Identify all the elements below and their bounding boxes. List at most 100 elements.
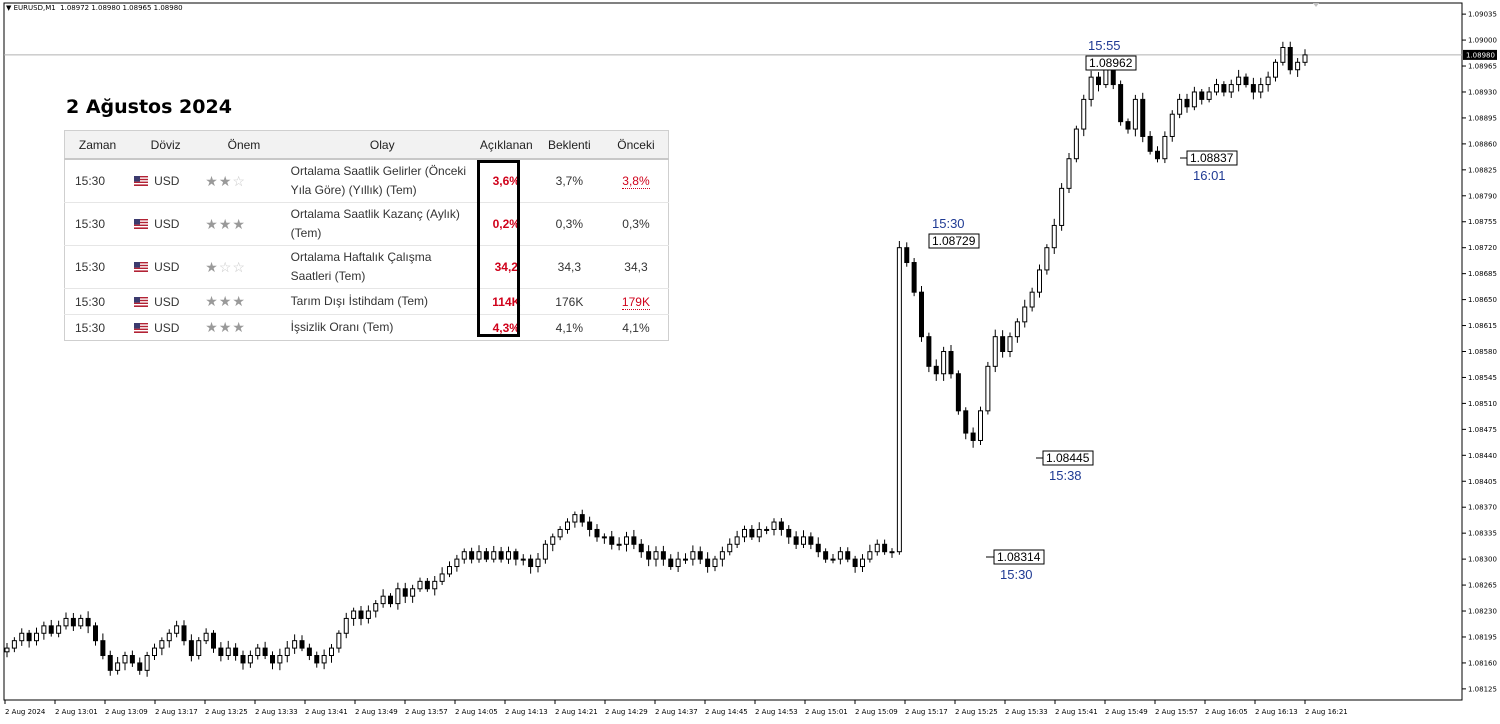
candle-body	[19, 632, 25, 642]
candle-body	[166, 632, 172, 642]
candle-body	[771, 521, 777, 530]
candle-body	[889, 551, 895, 554]
candle-body	[896, 247, 902, 553]
candle-body	[616, 543, 622, 546]
candle-body	[63, 617, 69, 627]
candle-body	[225, 647, 231, 657]
candle-body	[284, 647, 290, 657]
candle	[756, 522, 762, 543]
calendar-row[interactable]: 15:30 USD ★★★ Ortalama Saatlik Kazanç (Aylı…	[64, 202, 669, 246]
calendar-row[interactable]: 15:30 USD ★☆☆ Ortalama Haftalık Çalışma Saa…	[64, 245, 669, 289]
x-tick-label: 2 Aug 13:49	[355, 708, 398, 716]
candle-body	[874, 543, 880, 553]
candle-body	[203, 632, 209, 642]
candle-body	[498, 551, 504, 560]
candle	[1206, 86, 1212, 103]
candle-body	[992, 336, 998, 367]
annotation-price: 1.08314	[997, 550, 1041, 564]
candle	[78, 614, 84, 630]
candle-body	[417, 580, 423, 590]
candle-body	[638, 543, 644, 553]
y-tick-label: 1.09000	[1468, 37, 1497, 45]
candle-body	[1258, 84, 1264, 93]
annotation-price: 1.08445	[1046, 451, 1090, 465]
candle-body	[358, 610, 364, 619]
candle-body	[542, 543, 548, 560]
candle	[225, 640, 231, 660]
candle	[1073, 125, 1079, 163]
candle-body	[970, 432, 976, 441]
candle-body	[1155, 150, 1160, 160]
candle-body	[1273, 61, 1278, 78]
candle	[174, 620, 180, 638]
event-currency: USD	[130, 245, 202, 289]
x-tick-label: 2 Aug 13:17	[155, 708, 198, 716]
event-forecast: 3,7%	[534, 158, 604, 203]
candle	[380, 589, 386, 608]
candle	[144, 651, 150, 677]
calendar-row[interactable]: 15:30 USD ★★☆ Ortalama Saatlik Gelirler (Ön…	[64, 158, 669, 203]
candle-body	[535, 558, 541, 568]
candle-body	[255, 647, 261, 657]
candle-body	[321, 655, 327, 664]
y-tick-label: 1.08615	[1468, 322, 1497, 330]
event-forecast: 4,1%	[534, 314, 604, 341]
candle-body	[1169, 113, 1175, 137]
candle-body	[609, 536, 615, 545]
candle	[402, 582, 408, 604]
candle-body	[1302, 54, 1308, 63]
candle-body	[955, 373, 961, 412]
event-forecast: 176K	[534, 288, 604, 315]
event-currency: USD	[130, 288, 202, 315]
candle-body	[240, 655, 246, 664]
col-importance-header: Önem	[201, 130, 287, 160]
candle-body	[1110, 69, 1116, 86]
candle	[329, 643, 334, 663]
candle	[277, 648, 283, 671]
candle-body	[565, 521, 570, 530]
candle-body	[837, 551, 843, 560]
candle-body	[690, 551, 696, 560]
candle-body	[365, 610, 371, 619]
star-rating-icon: ★★★	[205, 319, 246, 335]
x-tick-label: 2 Aug 14:13	[505, 708, 548, 716]
previous-value: 179K	[621, 294, 650, 310]
candle-body	[683, 558, 688, 561]
candle	[815, 537, 821, 558]
candle-body	[860, 558, 865, 568]
candle	[742, 525, 747, 543]
candle-body	[343, 617, 349, 634]
candle-body	[1037, 269, 1042, 293]
y-tick-label: 1.08580	[1468, 348, 1497, 356]
calendar-row[interactable]: 15:30 USD ★★★ Tarım Dışı İstihdam (Tem) 114K…	[64, 288, 669, 315]
candle	[970, 427, 976, 448]
candle-body	[756, 528, 762, 538]
calendar-row[interactable]: 15:30 USD ★★★ İşsizlik Oranı (Tem) 4,3% 4,1% 4…	[64, 314, 669, 341]
x-tick-label: 2 Aug 14:05	[455, 708, 498, 716]
x-tick-label: 2 Aug 13:57	[405, 708, 448, 716]
candle	[845, 547, 851, 563]
candle	[594, 524, 600, 542]
candle	[181, 620, 187, 646]
candle-body	[624, 536, 629, 545]
candle	[211, 630, 216, 653]
candle	[542, 540, 548, 564]
candle-body	[985, 365, 991, 412]
candle	[904, 242, 910, 267]
x-tick-label: 2 Aug 15:33	[1005, 708, 1048, 716]
candle	[771, 518, 777, 536]
candle-body	[469, 551, 475, 560]
economic-calendar-table: Zaman Döviz Önem Olay Açıklanan Beklenti…	[64, 130, 669, 341]
candle	[314, 651, 320, 668]
candle	[690, 545, 696, 566]
candle-body	[1125, 121, 1131, 130]
previous-value: 0,3%	[622, 217, 650, 231]
col-forecast-header: Beklenti	[534, 130, 604, 160]
candle	[513, 548, 519, 566]
candle-body	[653, 551, 659, 560]
candle	[616, 537, 622, 551]
candle-body	[727, 543, 733, 553]
candle-body	[115, 662, 121, 671]
candle	[1044, 244, 1050, 275]
